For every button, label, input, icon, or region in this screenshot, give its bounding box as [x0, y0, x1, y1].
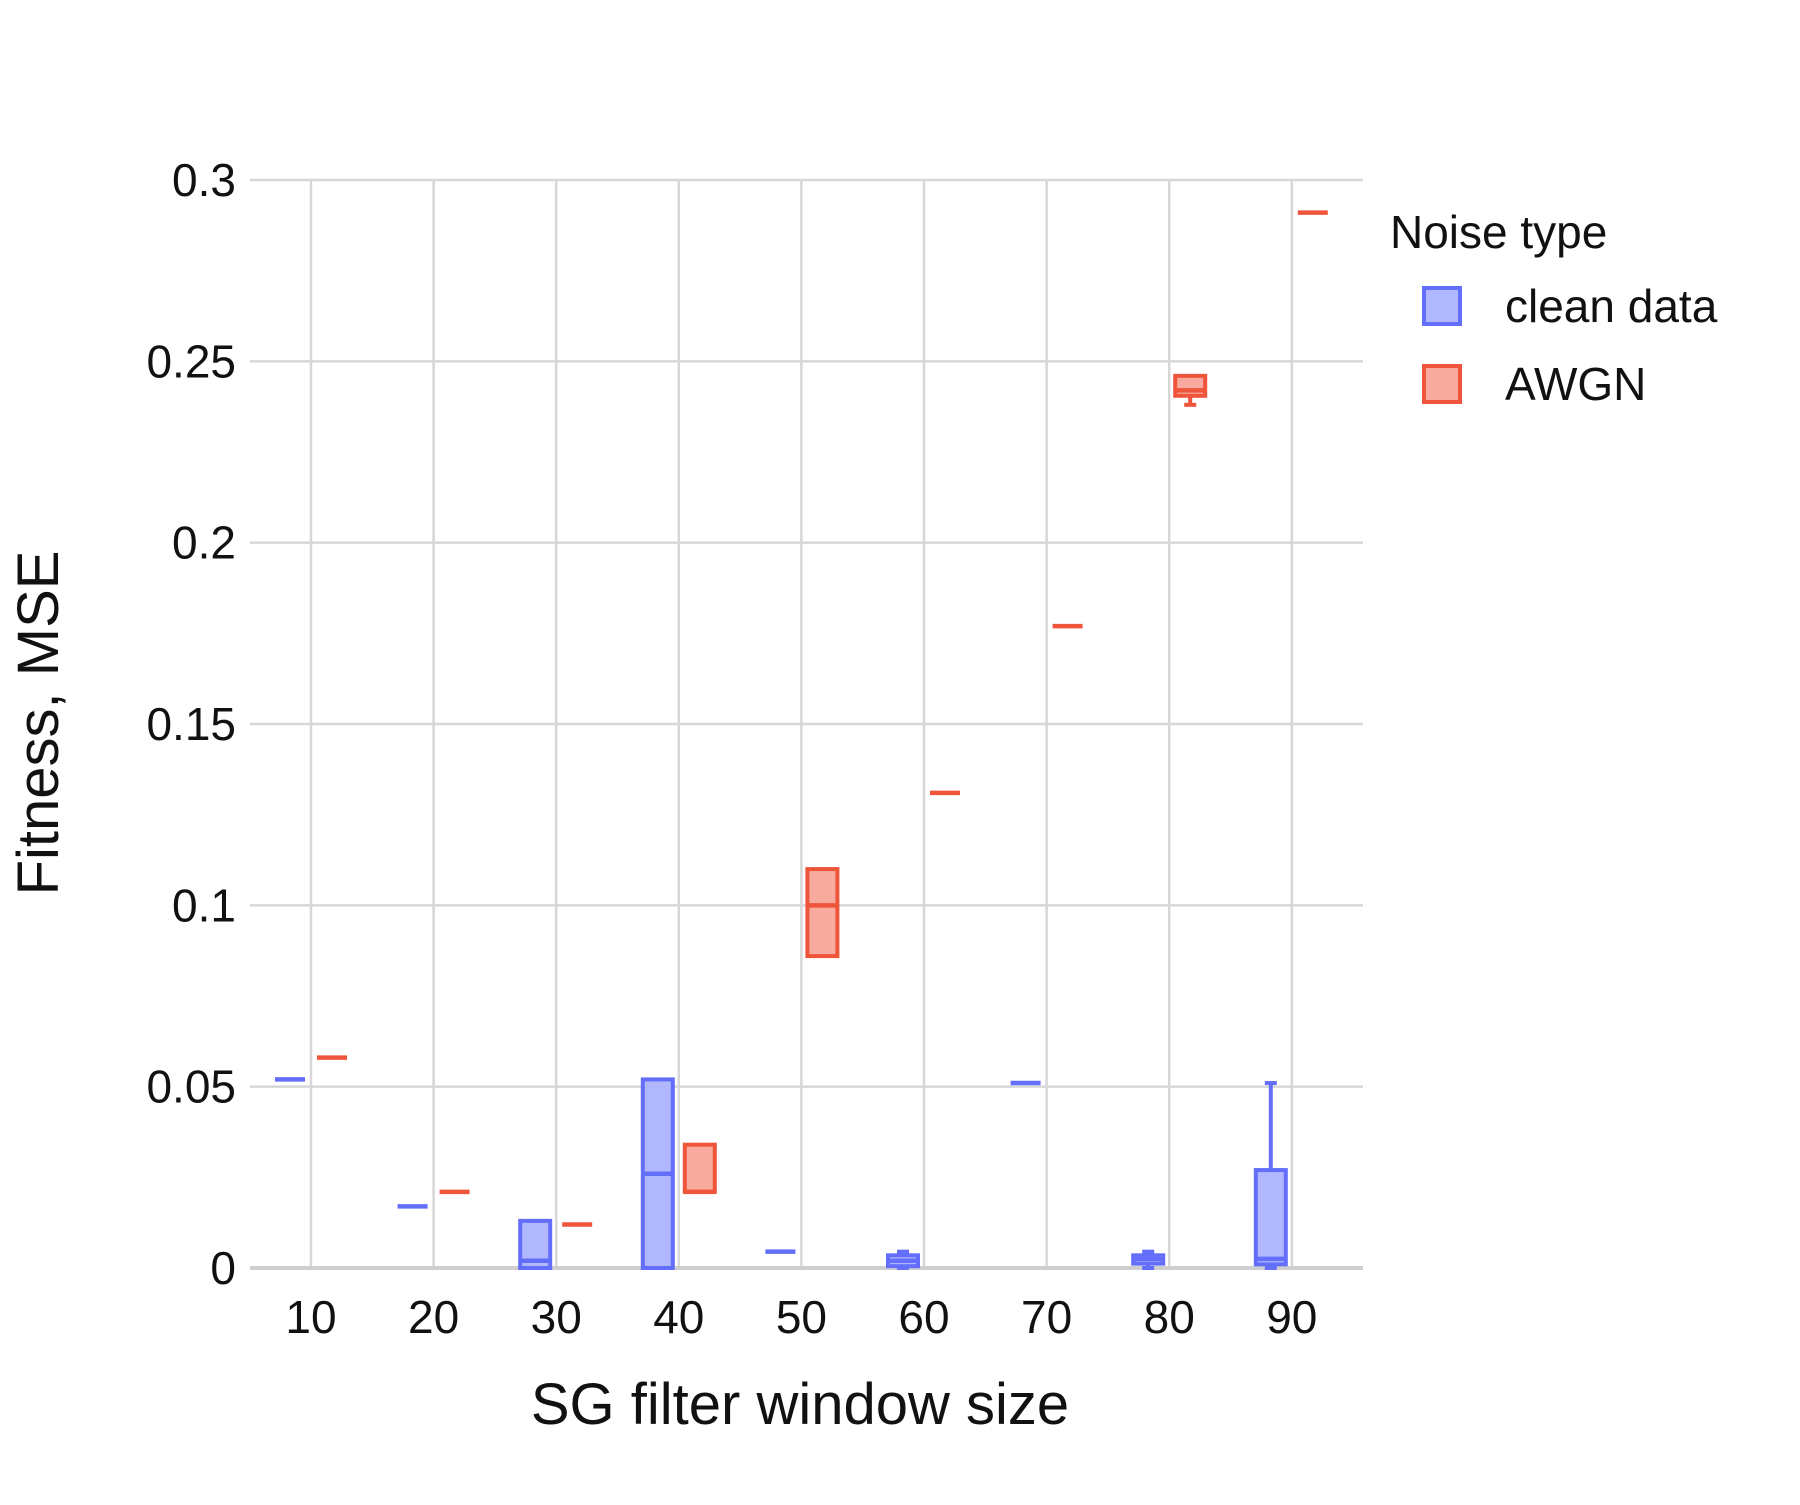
x-tick-label: 60 [898, 1291, 949, 1343]
y-tick-label: 0.25 [146, 335, 236, 387]
legend-title: Noise type [1390, 206, 1607, 258]
y-tick-label: 0.2 [172, 517, 236, 569]
box-clean-data-80 [1131, 1249, 1166, 1270]
box-iqr [682, 1142, 717, 1194]
box-awgn-40 [682, 1142, 717, 1195]
x-tick-label: 50 [776, 1291, 827, 1343]
y-tick-label: 0.3 [172, 154, 236, 206]
box-awgn-80 [1173, 373, 1208, 407]
box-clean-data-60 [886, 1249, 920, 1270]
legend-label: clean data [1505, 280, 1718, 332]
y-tick-label: 0 [210, 1242, 236, 1294]
x-axis-ticks: 10 20 30 40 50 60 70 80 90 [285, 1291, 1317, 1343]
box-iqr [805, 867, 840, 959]
y-tick-label: 0.15 [146, 698, 236, 750]
box-iqr [1253, 1168, 1288, 1267]
y-axis-ticks: 0 0.05 0.1 0.15 0.2 0.25 0.3 [146, 154, 236, 1294]
y-axis-title: Fitness, MSE [6, 551, 71, 896]
legend-label: AWGN [1505, 358, 1646, 410]
legend-items: clean data AWGN [1422, 280, 1718, 410]
x-tick-label: 90 [1266, 1291, 1317, 1343]
box-series [275, 210, 1328, 1271]
x-tick-label: 70 [1021, 1291, 1072, 1343]
box-clean-data-30 [518, 1218, 553, 1271]
grid [250, 178, 1363, 1270]
x-tick-label: 10 [285, 1291, 336, 1343]
x-tick-label: 40 [653, 1291, 704, 1343]
box-awgn-50 [805, 867, 840, 959]
legend-swatch [1422, 364, 1462, 404]
box-clean-data-90 [1253, 1081, 1288, 1270]
box-clean-data-40 [640, 1077, 675, 1270]
x-axis-title: SG filter window size [531, 1372, 1069, 1437]
x-tick-label: 20 [408, 1291, 459, 1343]
y-tick-label: 0.05 [146, 1061, 236, 1113]
legend-item-clean-data: clean data [1422, 280, 1718, 332]
legend-swatch [1422, 286, 1462, 326]
y-tick-label: 0.1 [172, 879, 236, 931]
legend-item-awgn: AWGN [1422, 358, 1646, 410]
legend: Noise type clean data AWGN [1390, 206, 1718, 410]
x-tick-label: 80 [1144, 1291, 1195, 1343]
box-iqr [1173, 373, 1208, 398]
x-tick-label: 30 [531, 1291, 582, 1343]
